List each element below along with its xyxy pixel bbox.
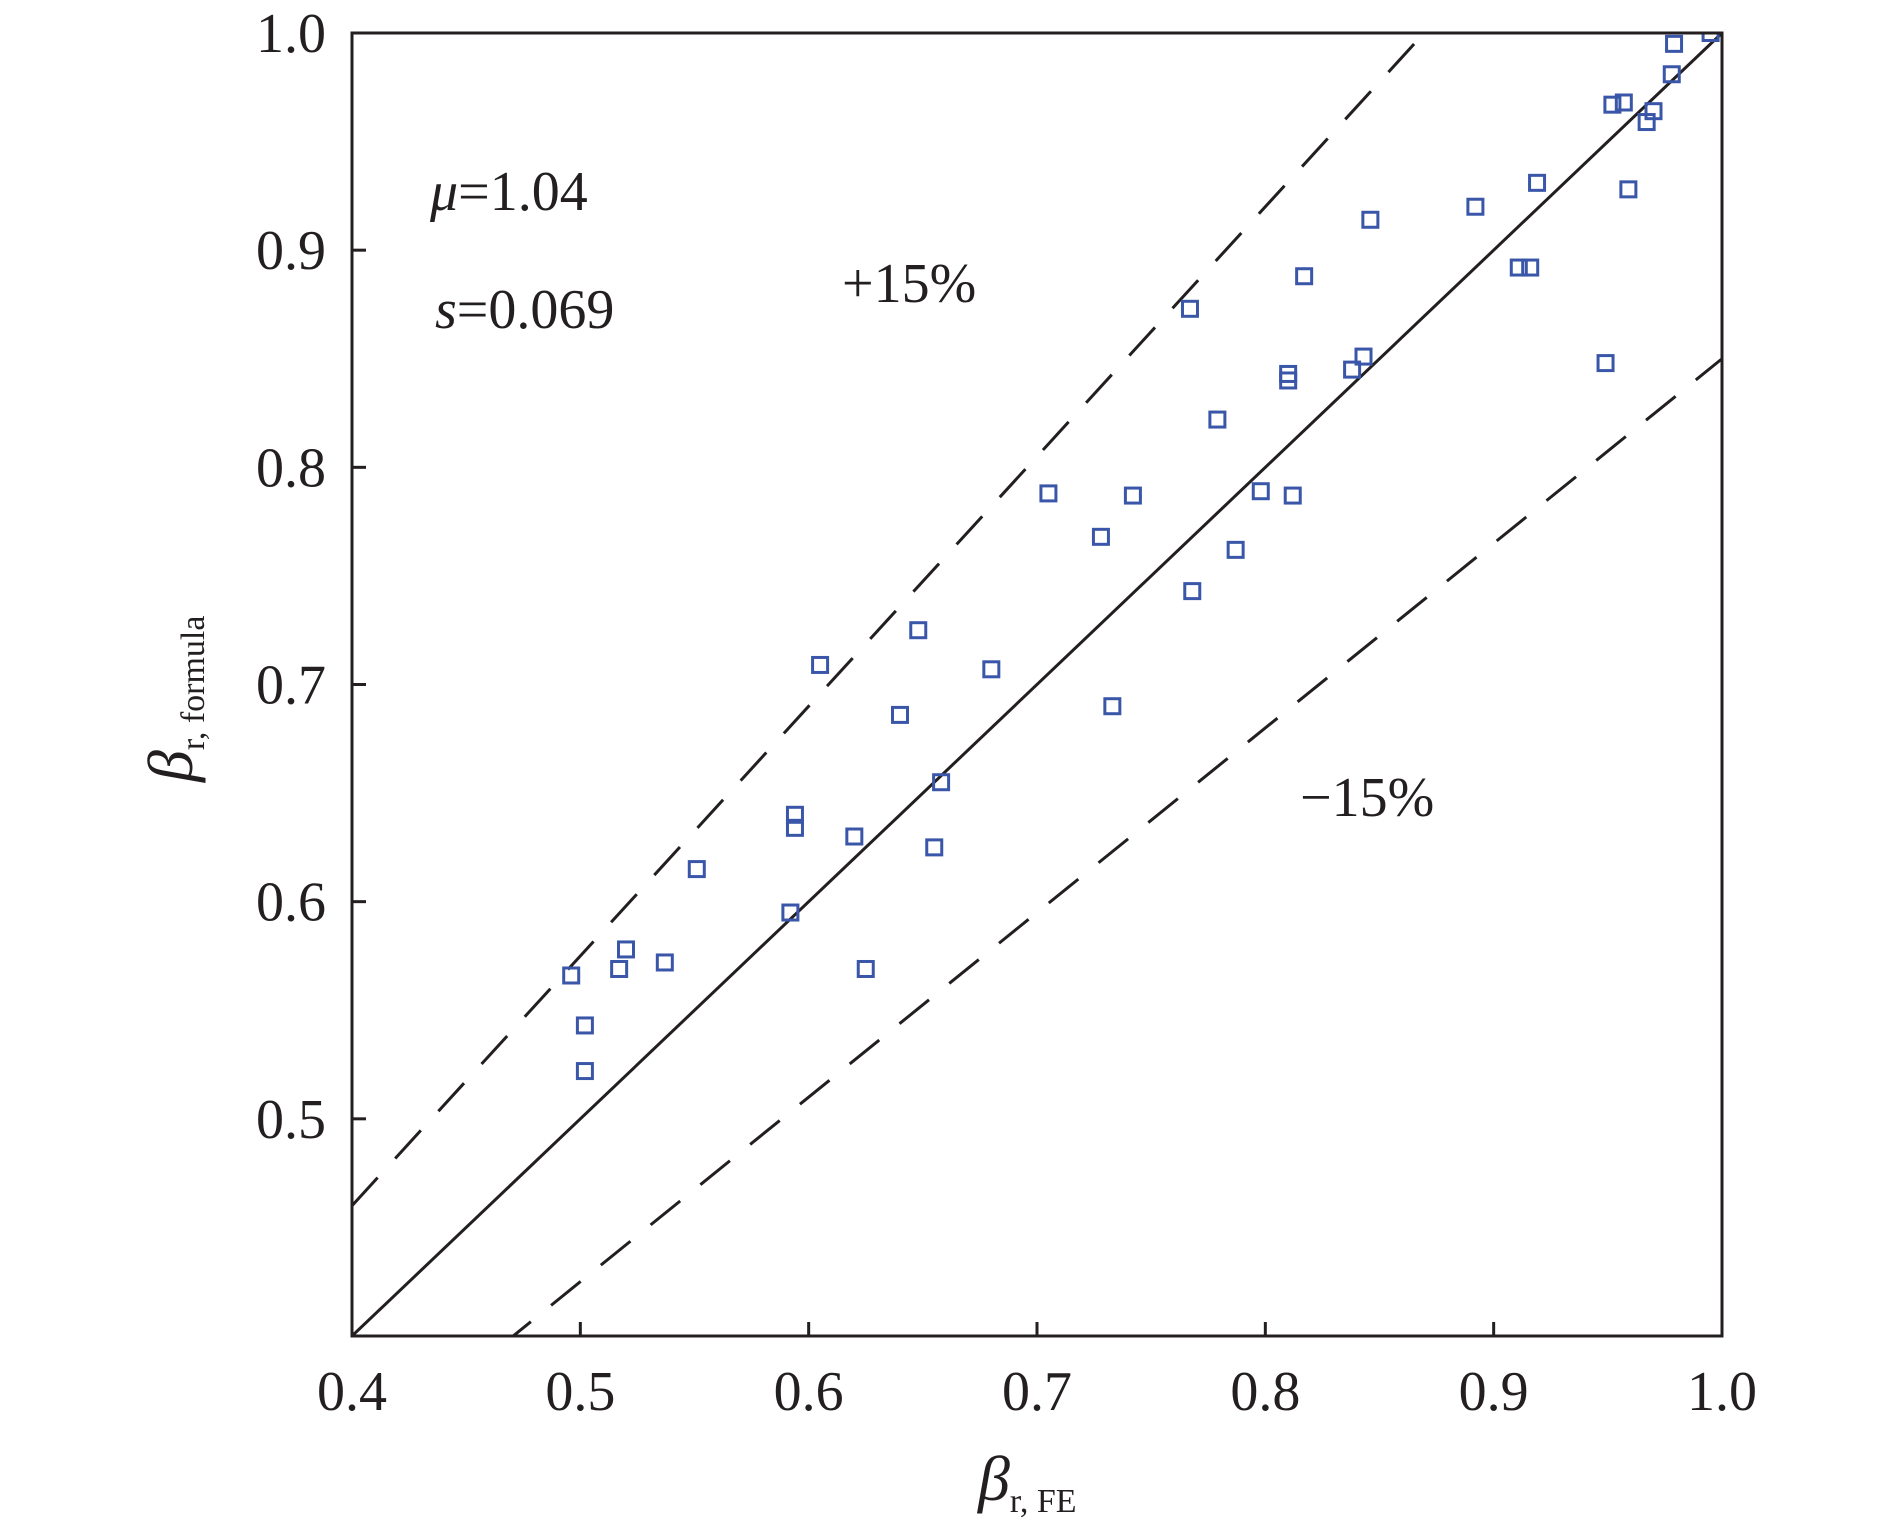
s-value: =0.069 xyxy=(457,279,615,341)
data-point xyxy=(932,773,951,792)
axis-ticks xyxy=(352,248,1496,1336)
data-point xyxy=(1283,486,1302,505)
data-point xyxy=(1123,486,1142,505)
data-point xyxy=(1466,197,1485,216)
data-point xyxy=(1279,371,1298,390)
x-tick-label: 1.0 xyxy=(1687,1361,1757,1423)
data-point xyxy=(575,1016,594,1035)
data-point xyxy=(1665,34,1684,53)
y-tick-label: 0.8 xyxy=(256,437,326,499)
data-point xyxy=(811,655,830,674)
y-tick-label: 0.7 xyxy=(256,655,326,717)
data-point xyxy=(1528,173,1547,192)
data-point xyxy=(610,959,629,978)
data-point xyxy=(1614,93,1633,112)
data-point xyxy=(856,959,875,978)
y-axis-subscript: r, formula xyxy=(175,616,212,751)
data-point xyxy=(1251,482,1270,501)
data-point xyxy=(1039,484,1058,503)
minus-15-line xyxy=(510,357,1722,1336)
data-point xyxy=(1361,210,1380,229)
tick-labels: 0.4 0.5 0.6 0.7 0.8 0.9 1.0 0.5 0.6 0.7 0.8 0.9 1.0 xyxy=(256,3,1757,1423)
y-tick-label: 0.6 xyxy=(256,872,326,934)
s-annotation: s=0.069 xyxy=(435,279,614,341)
data-point xyxy=(1103,697,1122,716)
data-point xyxy=(687,860,706,879)
data-point xyxy=(1509,258,1528,277)
data-point xyxy=(1521,258,1540,277)
data-point xyxy=(617,940,635,959)
x-tick-label: 0.4 xyxy=(317,1361,387,1423)
x-tick-label: 0.6 xyxy=(774,1361,844,1423)
data-point xyxy=(1644,102,1663,121)
y-tick-label: 1.0 xyxy=(256,3,326,65)
data-point xyxy=(575,1062,594,1081)
s-symbol: s xyxy=(435,279,457,341)
plus-15-line xyxy=(352,33,1427,1207)
data-point xyxy=(1354,347,1373,366)
data-point xyxy=(655,953,674,972)
y-tick-label: 0.9 xyxy=(256,220,326,282)
data-point xyxy=(1183,582,1202,601)
x-axis-subscript: r, FE xyxy=(1010,1483,1077,1520)
mu-value: =1.04 xyxy=(458,161,588,223)
data-point xyxy=(845,827,864,846)
x-tick-label: 0.5 xyxy=(545,1361,615,1423)
data-point xyxy=(785,805,804,824)
data-point xyxy=(1226,540,1245,559)
x-tick-label: 0.7 xyxy=(1002,1361,1072,1423)
data-point xyxy=(1208,410,1227,429)
data-points xyxy=(562,33,1720,1081)
data-point xyxy=(1701,33,1720,42)
data-point xyxy=(785,818,804,837)
data-point xyxy=(982,660,1001,679)
data-point xyxy=(1091,527,1110,546)
one-to-one-line xyxy=(352,33,1722,1336)
data-point xyxy=(891,705,909,724)
reference-lines xyxy=(352,33,1722,1336)
x-tick-label: 0.9 xyxy=(1459,1361,1529,1423)
data-point xyxy=(1180,299,1199,318)
mu-annotation: μ=1.04 xyxy=(429,161,588,223)
minus-15-label: −15% xyxy=(1300,767,1434,829)
data-point xyxy=(1596,354,1615,373)
data-point xyxy=(1662,65,1681,84)
data-point xyxy=(781,903,800,922)
data-point xyxy=(1343,360,1362,379)
y-tick-label: 0.5 xyxy=(256,1089,326,1151)
x-axis-symbol: β xyxy=(976,1443,1010,1514)
data-point xyxy=(1603,95,1622,114)
mu-symbol: μ xyxy=(429,161,458,223)
y-axis-label: βr, formula xyxy=(135,616,212,784)
plus-15-label: +15% xyxy=(842,253,976,315)
x-tick-label: 0.8 xyxy=(1230,1361,1300,1423)
data-point xyxy=(925,838,944,857)
data-point xyxy=(562,966,581,985)
x-axis-label: βr, FE xyxy=(976,1443,1077,1520)
data-point xyxy=(1295,267,1314,286)
data-point xyxy=(909,621,928,640)
y-axis-symbol: β xyxy=(135,750,206,784)
data-point xyxy=(1619,180,1638,199)
